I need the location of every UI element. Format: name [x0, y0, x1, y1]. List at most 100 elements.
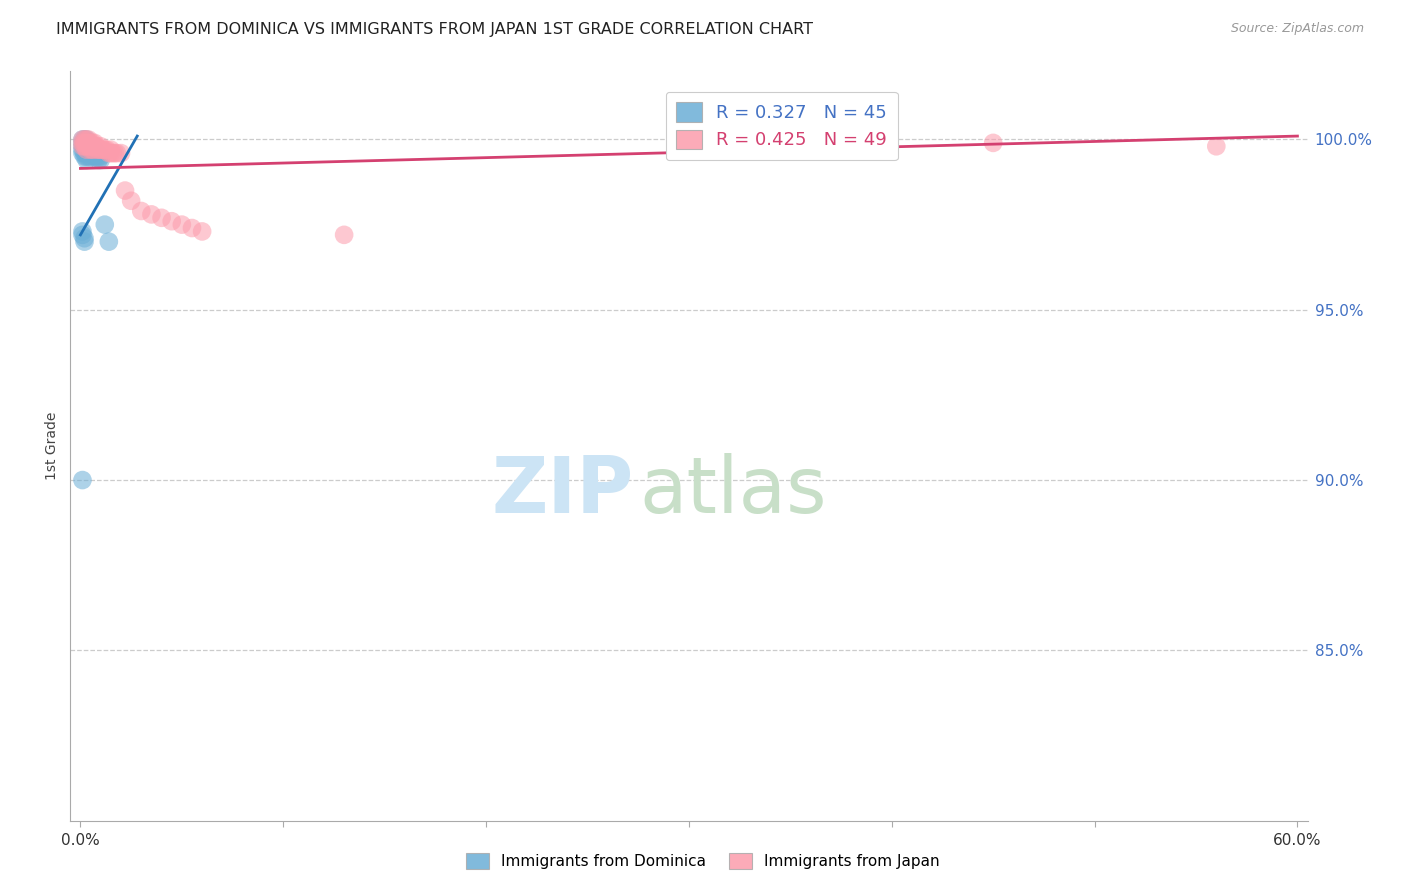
Point [72, 143, 94, 157]
Point [87, 149, 110, 163]
Point [94, 143, 117, 157]
Point [72, 136, 94, 150]
Point [90, 139, 112, 153]
Point [76, 153, 98, 167]
Point [72, 224, 94, 238]
Point [83, 146, 105, 161]
Point [73, 136, 96, 150]
Text: IMMIGRANTS FROM DOMINICA VS IMMIGRANTS FROM JAPAN 1ST GRADE CORRELATION CHART: IMMIGRANTS FROM DOMINICA VS IMMIGRANTS F… [56, 22, 813, 37]
Text: atlas: atlas [640, 453, 827, 529]
Point [76, 132, 98, 146]
Point [77, 139, 100, 153]
Point [72, 139, 94, 153]
Point [779, 132, 801, 146]
Point [73, 136, 96, 150]
Point [150, 211, 173, 225]
Point [77, 146, 100, 161]
Point [83, 149, 105, 163]
Point [73, 149, 96, 163]
Point [76, 136, 98, 150]
Point [77, 136, 100, 150]
Point [82, 146, 104, 161]
Point [94, 218, 117, 232]
Point [160, 214, 183, 228]
Point [77, 149, 100, 163]
Point [73, 139, 96, 153]
Point [170, 218, 193, 232]
Text: ZIP: ZIP [491, 453, 633, 529]
Point [100, 143, 122, 157]
Point [79, 139, 101, 153]
Point [79, 146, 101, 161]
Point [72, 146, 94, 161]
Point [72, 473, 94, 487]
Point [120, 194, 142, 208]
Point [1205, 139, 1227, 153]
Legend: R = 0.327   N = 45, R = 0.425   N = 49: R = 0.327 N = 45, R = 0.425 N = 49 [665, 92, 898, 161]
Point [191, 224, 214, 238]
Point [86, 143, 108, 157]
Point [77, 136, 100, 150]
Point [76, 139, 98, 153]
Point [82, 139, 104, 153]
Point [76, 132, 98, 146]
Point [141, 207, 163, 221]
Point [90, 143, 112, 157]
Point [114, 184, 136, 198]
Point [73, 132, 96, 146]
Point [72, 227, 94, 242]
Point [87, 153, 110, 167]
Point [104, 146, 127, 161]
Point [101, 146, 124, 161]
Point [97, 235, 120, 249]
Point [105, 146, 128, 161]
Point [79, 143, 101, 157]
Point [86, 146, 108, 161]
Point [110, 146, 132, 161]
Y-axis label: 1st Grade: 1st Grade [45, 412, 59, 480]
Point [73, 143, 96, 157]
Point [86, 139, 108, 153]
Point [82, 143, 104, 157]
Point [73, 146, 96, 161]
Point [77, 132, 100, 146]
Point [79, 149, 101, 163]
Point [981, 136, 1004, 150]
Point [73, 139, 96, 153]
Point [72, 132, 94, 146]
Point [181, 221, 204, 235]
Legend: Immigrants from Dominica, Immigrants from Japan: Immigrants from Dominica, Immigrants fro… [460, 847, 946, 875]
Point [73, 235, 96, 249]
Text: Source: ZipAtlas.com: Source: ZipAtlas.com [1230, 22, 1364, 36]
Point [79, 139, 101, 153]
Point [83, 139, 105, 153]
Point [83, 143, 105, 157]
Point [76, 136, 98, 150]
Point [96, 143, 118, 157]
Point [72, 139, 94, 153]
Point [91, 143, 114, 157]
Point [129, 204, 152, 219]
Point [79, 136, 101, 150]
Point [90, 149, 112, 163]
Point [77, 143, 100, 157]
Point [86, 149, 108, 163]
Point [77, 139, 100, 153]
Point [87, 143, 110, 157]
Point [76, 146, 98, 161]
Point [79, 143, 101, 157]
Point [76, 143, 98, 157]
Point [333, 227, 356, 242]
Point [73, 231, 96, 245]
Point [82, 136, 104, 150]
Point [76, 149, 98, 163]
Point [97, 146, 120, 161]
Point [76, 139, 98, 153]
Point [76, 143, 98, 157]
Point [73, 132, 96, 146]
Point [100, 146, 122, 161]
Point [90, 153, 112, 167]
Point [72, 136, 94, 150]
Point [82, 143, 104, 157]
Point [83, 136, 105, 150]
